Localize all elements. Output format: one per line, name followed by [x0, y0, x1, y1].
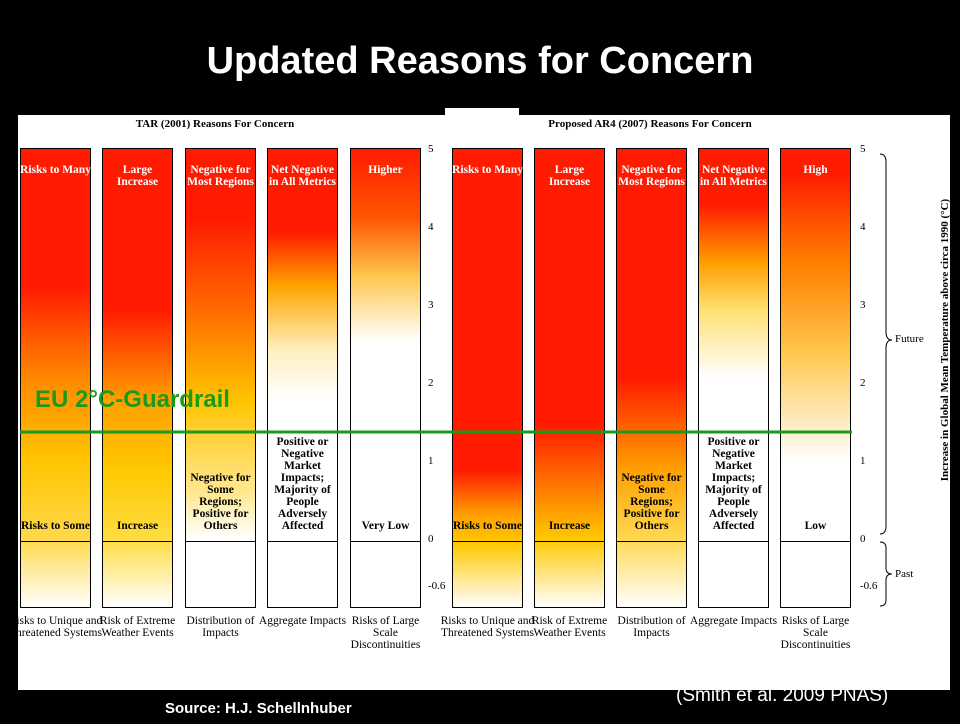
future-bracket	[879, 153, 893, 535]
risk-level-low: Risks to Some	[20, 520, 90, 532]
column-label: Risks to Unique and Threatened Systems	[8, 615, 103, 639]
ember-column	[534, 148, 605, 608]
zero-line	[103, 541, 172, 542]
past-label: Past	[895, 568, 914, 580]
risk-level-high: Negative for Most Regions	[618, 164, 685, 188]
risk-level-low: Increase	[116, 520, 159, 532]
slide-title: Updated Reasons for Concern	[206, 40, 754, 82]
risk-level-high: Risks to Many	[452, 164, 523, 176]
ember-column	[780, 148, 851, 608]
guardrail-label: EU 2°C-Guardrail	[35, 386, 230, 413]
axis-tick-label: 3	[428, 299, 434, 311]
axis-label: Increase in Global Mean Temperature abov…	[939, 198, 951, 481]
column-label: Risks of Large Scale Discontinuities	[350, 615, 421, 651]
risk-level-high: Large Increase	[548, 164, 591, 188]
axis-tick-label: 4	[860, 221, 866, 233]
ember-column	[698, 148, 769, 608]
risk-level-high: Higher	[368, 164, 403, 176]
risk-level-low: Increase	[548, 520, 591, 532]
axis-tick-label: 4	[428, 221, 434, 233]
column-label: Risks to Unique and Threatened Systems	[440, 615, 535, 639]
zero-line	[21, 541, 90, 542]
source: Source: H.J. Schellnhuber	[165, 700, 352, 717]
zero-line	[453, 541, 522, 542]
axis-tick-label: 1	[428, 455, 434, 467]
panel-title: TAR (2001) Reasons For Concern	[135, 118, 295, 130]
risk-level-high: Negative for Most Regions	[187, 164, 254, 188]
risk-level-high: Net Negative in All Metrics	[268, 164, 337, 188]
axis-tick-label: 1	[860, 455, 866, 467]
risk-level-low: Negative for Some Regions; Positive for …	[190, 472, 251, 532]
axis-tick-label: 5	[860, 143, 866, 155]
zero-line	[781, 541, 850, 542]
past-bracket	[879, 541, 893, 607]
risk-level-low: Very Low	[361, 520, 410, 532]
ember-column	[616, 148, 687, 608]
citation: (Smith et al. 2009 PNAS)	[676, 685, 889, 706]
ember-column	[185, 148, 256, 608]
axis-tick-label: 0	[428, 533, 434, 545]
risk-level-high: Net Negative in All Metrics	[699, 164, 768, 188]
ember-column	[350, 148, 421, 608]
risk-level-low: Risks to Some	[452, 520, 522, 532]
axis-tick-label: 0	[860, 533, 866, 545]
axis-tick-label: 2	[428, 377, 434, 389]
risk-level-low: Negative for Some Regions; Positive for …	[621, 472, 682, 532]
axis-tick-label: 5	[428, 143, 434, 155]
ember-column	[102, 148, 173, 608]
column-label: Distribution of Impacts	[617, 615, 686, 639]
zero-line	[699, 541, 768, 542]
column-label: Risk of Extreme Weather Events	[531, 615, 608, 639]
ember-column	[20, 148, 91, 608]
zero-line	[186, 541, 255, 542]
zero-line	[268, 541, 337, 542]
future-label: Future	[895, 333, 924, 345]
risk-level-low: Low	[804, 520, 827, 532]
ember-column	[267, 148, 338, 608]
column-label: Risks of Large Scale Discontinuities	[780, 615, 851, 651]
risk-level-high: Large Increase	[116, 164, 159, 188]
axis-tick-label: -0.6	[860, 579, 878, 592]
axis-tick-label: -0.6	[428, 579, 446, 592]
axis-tick-label: 2	[860, 377, 866, 389]
zero-line	[535, 541, 604, 542]
risk-level-low: Positive or Negative Market Impacts; Maj…	[274, 436, 331, 532]
column-label: Risk of Extreme Weather Events	[99, 615, 176, 639]
column-label: Aggregate Impacts	[689, 615, 778, 627]
risk-level-high: High	[803, 164, 828, 176]
risk-level-high: Risks to Many	[20, 164, 91, 176]
zero-line	[351, 541, 420, 542]
ember-column	[452, 148, 523, 608]
panel-title: Proposed AR4 (2007) Reasons For Concern	[548, 118, 752, 130]
axis-tick-label: 3	[860, 299, 866, 311]
zero-line	[617, 541, 686, 542]
column-label: Distribution of Impacts	[186, 615, 255, 639]
column-label: Aggregate Impacts	[258, 615, 347, 627]
risk-level-low: Positive or Negative Market Impacts; Maj…	[705, 436, 762, 532]
